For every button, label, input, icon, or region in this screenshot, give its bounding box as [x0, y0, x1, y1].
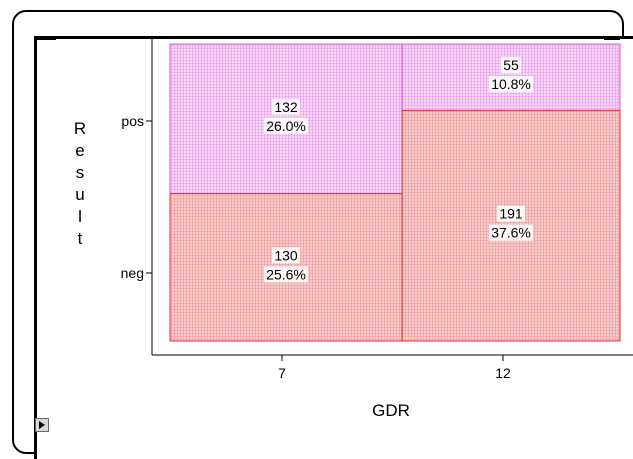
cell-label-background — [501, 57, 522, 74]
cell-label-background — [264, 266, 309, 283]
cell-percent-label-7-neg: 25.6% — [266, 266, 306, 282]
cell-label-background — [489, 76, 534, 93]
cell-count-label-12-pos: 55 — [503, 57, 519, 73]
cell-count-label-7-pos: 132 — [274, 99, 298, 115]
y-axis-title-letter: t — [78, 229, 83, 248]
y-axis-title-letter: e — [75, 141, 84, 160]
play-icon[interactable] — [35, 418, 49, 432]
cell-label-background — [272, 98, 301, 115]
mosaic-cell-labels: 132 26.0% 130 25.6% 55 10.8% 191 37.6% — [264, 57, 534, 283]
cell-label-background — [489, 224, 534, 241]
x-tick-label-7: 7 — [278, 365, 286, 381]
y-axis-title-letter: R — [74, 119, 86, 138]
cell-count-label-7-neg: 130 — [274, 247, 298, 263]
cell-percent-label-12-neg: 37.6% — [491, 225, 531, 241]
y-axis-title-letter: u — [75, 185, 84, 204]
x-axis-title: GDR — [372, 401, 410, 420]
cell-label-background — [272, 247, 301, 264]
plot-area-frame — [151, 36, 633, 356]
y-axis: pos neg — [121, 113, 152, 281]
mosaic-cells — [169, 43, 621, 342]
y-axis-title-letter: l — [78, 207, 82, 226]
y-axis-title-letter: s — [76, 163, 85, 182]
cell-label-background — [497, 205, 526, 222]
corner-mark-top-right — [604, 36, 620, 40]
x-axis: 7 12 — [278, 355, 511, 381]
y-tick-label-pos: pos — [121, 113, 144, 129]
cell-count-label-12-neg: 191 — [499, 206, 523, 222]
y-tick-label-neg: neg — [121, 265, 144, 281]
cell-percent-label-12-pos: 10.8% — [491, 76, 531, 92]
x-tick-label-12: 12 — [495, 365, 511, 381]
cell-percent-label-7-pos: 26.0% — [266, 118, 306, 134]
corner-mark-top-left — [34, 36, 56, 40]
cell-label-background — [264, 117, 309, 134]
